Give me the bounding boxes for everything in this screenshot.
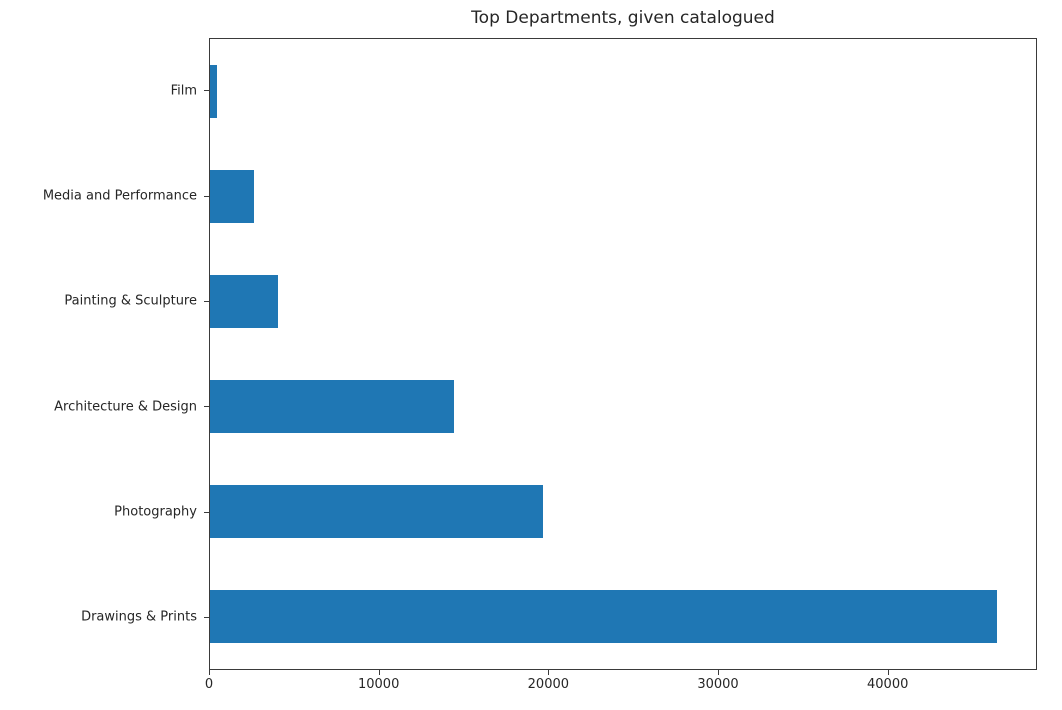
x-tick-mark [209,670,210,675]
bar-architecture-design [210,380,454,433]
x-tick-label: 30000 [697,677,739,692]
y-tick-mark [204,300,209,302]
x-tick-label: 0 [204,677,214,692]
bar-film [210,65,217,118]
x-tick-mark [378,670,380,675]
y-tick-mark [204,616,209,618]
y-tick-mark [204,511,209,513]
y-tick-label: Media and Performance [42,188,197,204]
y-tick-label: Photography [114,504,197,520]
bar-photography [210,485,544,538]
chart-title: Top Departments, given catalogued [471,8,775,28]
y-tick-mark [204,90,209,92]
x-tick-label: 20000 [527,677,570,692]
y-tick-label: Painting & Sculpture [64,293,197,309]
x-tick-mark [718,670,720,675]
bar-drawings-prints [210,590,998,643]
bar-painting-sculpture [210,275,278,328]
x-tick-mark [887,670,889,675]
y-tick-label: Drawings & Prints [81,609,197,625]
x-tick-mark [548,670,550,675]
y-tick-mark [204,406,209,408]
y-tick-label: Architecture & Design [54,399,197,415]
y-tick-mark [204,195,209,197]
x-tick-label: 10000 [357,677,400,692]
bar-media-and-performance [210,170,254,223]
y-axis: Film Media and Performance Painting & Scul… [0,38,209,670]
plot-area [209,38,1037,670]
x-axis: 0 10000 20000 30000 40000 [205,670,1037,700]
x-tick-label: 40000 [867,677,909,692]
y-tick-label: Film [170,83,197,99]
